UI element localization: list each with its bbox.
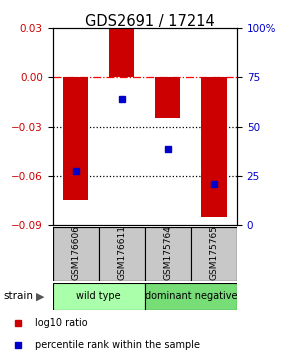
Text: GDS2691 / 17214: GDS2691 / 17214: [85, 14, 215, 29]
Bar: [145, 283, 237, 310]
Text: percentile rank within the sample: percentile rank within the sample: [35, 340, 200, 350]
Text: strain: strain: [3, 291, 33, 302]
Bar: [145, 227, 191, 281]
Bar: [52, 227, 99, 281]
Text: log10 ratio: log10 ratio: [35, 318, 87, 328]
Bar: [63, 78, 88, 200]
Text: wild type: wild type: [76, 291, 121, 302]
Bar: [201, 78, 226, 217]
Text: dominant negative: dominant negative: [145, 291, 237, 302]
Text: GSM176611: GSM176611: [117, 225, 126, 280]
Text: GSM175764: GSM175764: [163, 225, 172, 280]
Bar: [191, 227, 237, 281]
Bar: [99, 227, 145, 281]
Text: ▶: ▶: [36, 291, 45, 302]
Bar: [155, 78, 181, 118]
Bar: [52, 283, 145, 310]
Text: GSM176606: GSM176606: [71, 225, 80, 280]
Bar: [109, 28, 134, 78]
Text: GSM175765: GSM175765: [209, 225, 218, 280]
